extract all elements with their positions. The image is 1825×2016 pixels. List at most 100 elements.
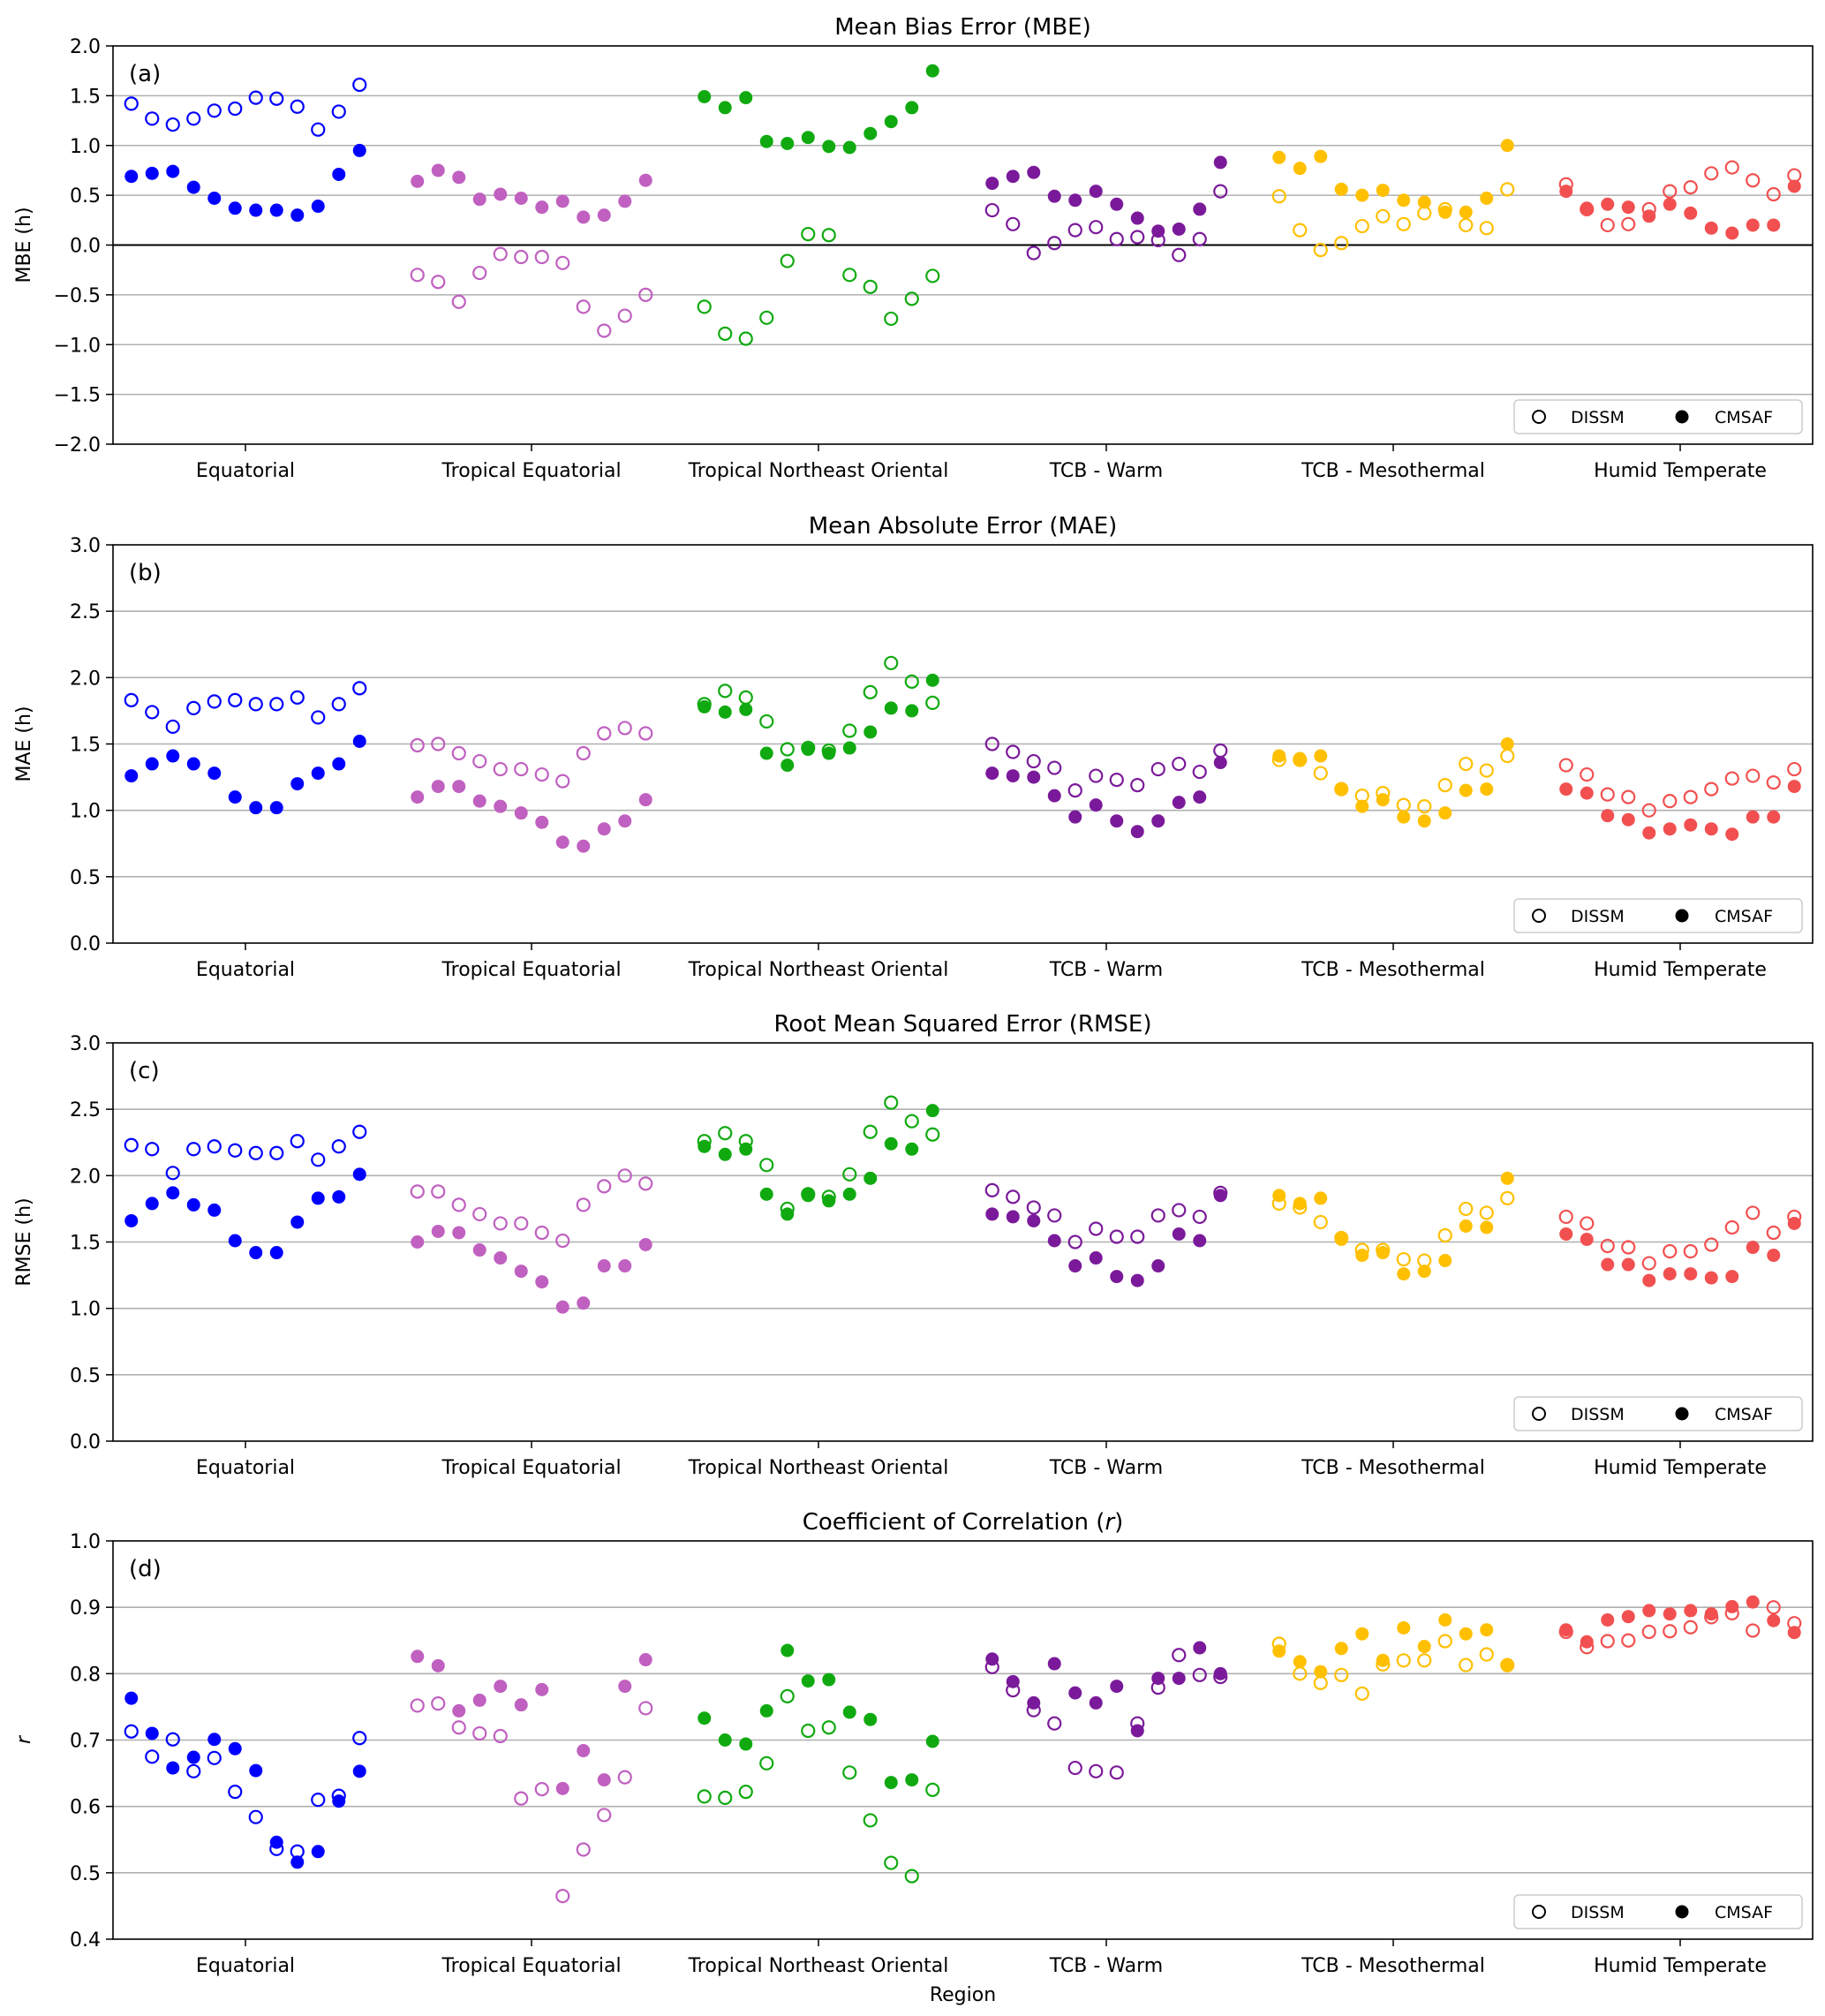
dissm-point (514, 761, 529, 777)
cmsaf-point (411, 174, 425, 188)
cmsaf-point (249, 1246, 263, 1260)
cmsaf-point (863, 1712, 878, 1726)
cmsaf-point (1355, 799, 1369, 813)
dissm-point (207, 1750, 222, 1765)
cmsaf-point (555, 1300, 569, 1314)
dissm-point (597, 323, 612, 338)
cmsaf-point (124, 769, 139, 783)
legend: DISSM CMSAF (1513, 1396, 1803, 1431)
cmsaf-point (249, 801, 263, 815)
cmsaf-point (905, 704, 919, 718)
y-axis-label: MBE (h) (13, 207, 35, 283)
x-axis-label: Region (930, 1984, 996, 2006)
x-tick-label: Tropical Equatorial (441, 460, 621, 482)
dissm-point (1313, 1214, 1328, 1230)
cmsaf-point (822, 1194, 836, 1208)
cmsaf-point (1580, 786, 1594, 800)
dissm-point (1006, 216, 1021, 231)
cmsaf-point (1314, 149, 1328, 163)
dissm-point (718, 1126, 733, 1141)
dissm-point (617, 721, 632, 736)
dissm-point (1396, 1251, 1411, 1267)
dissm-point (1047, 236, 1062, 251)
dissm-point (514, 1791, 529, 1806)
cmsaf-point (452, 780, 466, 794)
dissm-point (555, 255, 570, 270)
dissm-point (311, 1793, 326, 1808)
cmsaf-point (452, 1226, 466, 1240)
cmsaf-point (597, 1773, 611, 1787)
cmsaf-point (1151, 224, 1165, 238)
legend-dissm-label: DISSM (1571, 907, 1625, 926)
dissm-point (145, 705, 160, 720)
cmsaf-point (472, 193, 486, 207)
cmsaf-point (1006, 769, 1020, 783)
cmsaf-point (597, 822, 611, 836)
cmsaf-point (801, 131, 815, 145)
cmsaf-point (1376, 793, 1390, 807)
cmsaf-point (698, 1711, 712, 1725)
legend-box (1513, 399, 1803, 434)
dissm-point (1621, 1240, 1636, 1255)
cmsaf-point (1580, 201, 1594, 215)
cmsaf-point (1480, 1623, 1494, 1637)
legend-box (1513, 1396, 1803, 1431)
cmsaf-point (905, 1142, 919, 1156)
legend-open-marker (1532, 410, 1546, 424)
cmsaf-point (1704, 822, 1718, 836)
cmsaf-point (759, 134, 773, 148)
cmsaf-point (535, 200, 549, 215)
cmsaf-point (1314, 749, 1328, 763)
dissm-point (1172, 247, 1187, 262)
cmsaf-point (1151, 1259, 1165, 1273)
legend-filled-marker (1675, 1905, 1689, 1919)
dissm-point (863, 279, 878, 294)
cmsaf-point (1068, 193, 1082, 208)
dissm-point (597, 1179, 612, 1194)
cmsaf-point (638, 173, 652, 187)
dissm-point (186, 1142, 201, 1157)
dissm-point (759, 1756, 774, 1771)
cmsaf-point (290, 1855, 305, 1869)
cmsaf-point (1601, 1257, 1615, 1272)
dissm-point (451, 294, 466, 309)
dissm-point (207, 694, 222, 709)
y-tick-label: 0.8 (70, 1664, 101, 1686)
dissm-point (1130, 1229, 1145, 1244)
dissm-point (904, 1114, 919, 1129)
dissm-point (576, 1842, 591, 1857)
dissm-point (1641, 803, 1656, 818)
cmsaf-point (352, 143, 366, 157)
cmsaf-point (1334, 182, 1348, 196)
dissm-point (1192, 1667, 1207, 1682)
dissm-point (1683, 1243, 1698, 1259)
cmsaf-point (1334, 1232, 1348, 1246)
cmsaf-point (1767, 1613, 1781, 1627)
y-tick-label: 2.0 (70, 36, 101, 58)
chart-title: Mean Bias Error (MBE) (834, 14, 1091, 41)
dissm-point (738, 331, 753, 346)
cmsaf-point (1172, 1672, 1186, 1686)
dissm-point (165, 719, 180, 735)
cmsaf-point (1172, 222, 1186, 236)
cmsaf-point (1272, 1644, 1286, 1658)
y-axis-label: MAE (h) (13, 706, 35, 781)
cmsaf-point (1172, 1227, 1186, 1241)
cmsaf-point (1089, 1251, 1103, 1265)
dissm-point (124, 1724, 139, 1739)
cmsaf-point (1480, 782, 1494, 797)
dissm-point (1396, 1653, 1411, 1668)
cmsaf-point (1110, 197, 1124, 211)
dissm-point (410, 268, 425, 283)
dissm-point (1683, 180, 1698, 195)
dissm-point (1172, 1648, 1187, 1663)
cmsaf-point (431, 163, 445, 177)
dissm-point (352, 681, 367, 696)
cmsaf-point (739, 1737, 753, 1751)
cmsaf-point (1334, 782, 1348, 797)
cmsaf-point (514, 806, 528, 820)
cmsaf-point (124, 1691, 139, 1705)
x-tick-label: Equatorial (196, 1457, 295, 1479)
dissm-point (597, 1808, 612, 1823)
dissm-point (248, 1145, 263, 1160)
